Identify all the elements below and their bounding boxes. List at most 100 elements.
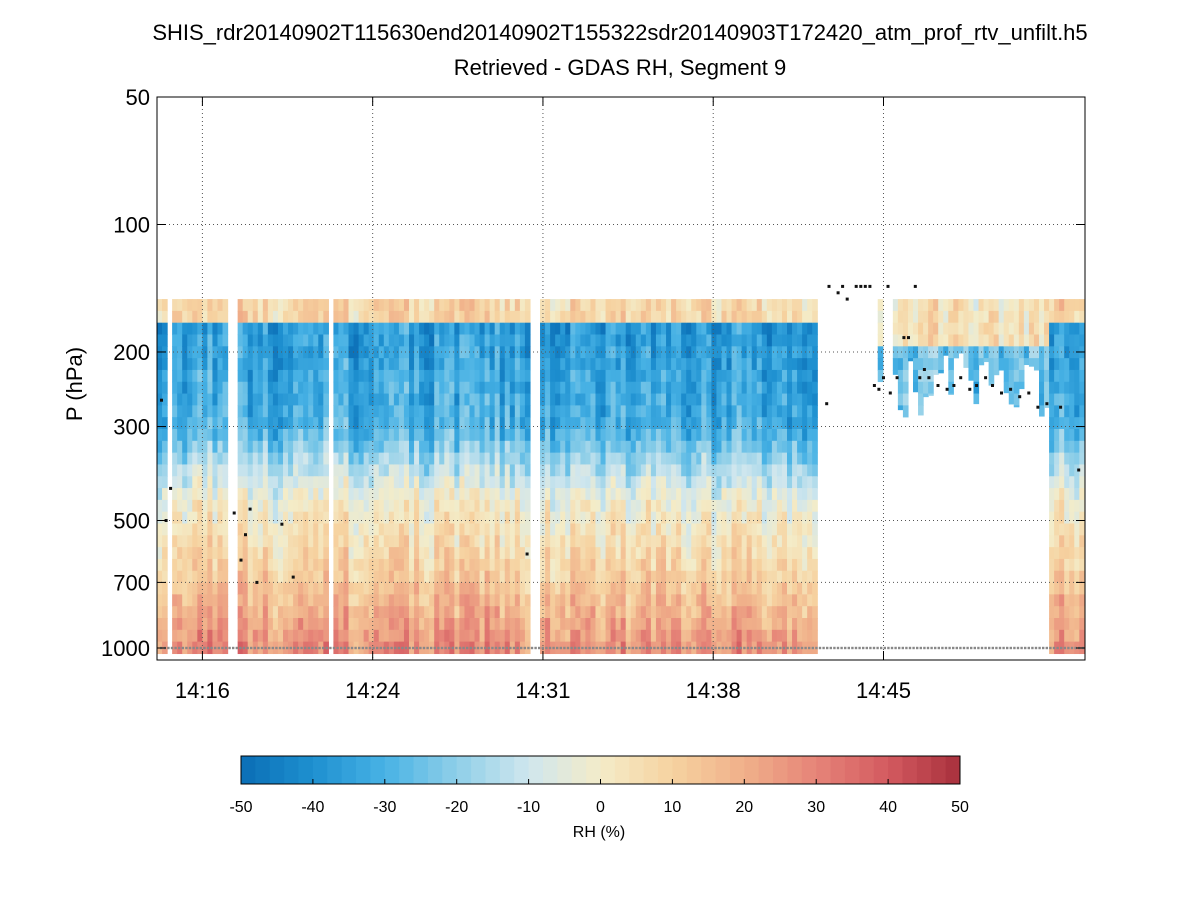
heatmap-cell bbox=[509, 535, 516, 548]
heatmap-cell bbox=[625, 452, 632, 466]
heatmap-cell bbox=[504, 452, 511, 466]
heatmap-cell bbox=[207, 464, 214, 477]
heatmap-cell bbox=[172, 499, 178, 513]
heatmap-cell bbox=[454, 299, 460, 312]
heatmap-cell bbox=[595, 570, 602, 584]
heatmap-cell bbox=[640, 629, 647, 643]
heatmap-cell bbox=[182, 440, 188, 454]
heatmap-cell bbox=[464, 452, 471, 466]
heatmap-cell bbox=[393, 381, 400, 395]
heatmap-cell bbox=[792, 499, 798, 513]
heatmap-cell bbox=[222, 452, 229, 466]
heatmap-cell bbox=[252, 440, 259, 454]
heatmap-cell bbox=[434, 499, 440, 513]
heatmap-cell bbox=[177, 511, 183, 525]
heatmap-cell bbox=[378, 393, 385, 406]
heatmap-cell bbox=[943, 310, 949, 324]
surface-marker bbox=[300, 646, 303, 650]
heatmap-cell bbox=[313, 346, 319, 359]
heatmap-cell bbox=[736, 629, 743, 643]
heatmap-cell bbox=[509, 346, 516, 359]
heatmap-cell bbox=[403, 405, 410, 418]
heatmap-cell bbox=[1049, 476, 1055, 489]
heatmap-cell bbox=[565, 393, 571, 406]
surface-marker bbox=[545, 646, 548, 650]
heatmap-cell bbox=[726, 381, 733, 395]
heatmap-cell bbox=[1013, 358, 1020, 371]
surface-marker bbox=[660, 646, 663, 650]
heatmap-cell bbox=[655, 464, 662, 477]
heatmap-cell bbox=[781, 393, 788, 406]
heatmap-cell bbox=[504, 440, 511, 454]
heatmap-cell bbox=[353, 570, 360, 584]
heatmap-cell bbox=[383, 547, 390, 560]
heatmap-cell bbox=[781, 464, 788, 477]
heatmap-cell bbox=[797, 558, 803, 572]
heatmap-cell bbox=[1064, 558, 1070, 572]
heatmap-cell bbox=[812, 381, 818, 395]
heatmap-cell bbox=[877, 334, 884, 347]
heatmap-cell bbox=[540, 464, 546, 477]
heatmap-cell bbox=[247, 417, 254, 430]
heatmap-cell bbox=[655, 594, 662, 607]
surface-marker bbox=[322, 646, 325, 650]
heatmap-cell bbox=[545, 346, 551, 359]
heatmap-cell bbox=[560, 570, 566, 584]
surface-marker bbox=[354, 646, 357, 650]
surface-marker bbox=[782, 646, 786, 650]
heatmap-cell bbox=[398, 594, 405, 607]
surface-marker bbox=[314, 646, 318, 650]
heatmap-cell bbox=[353, 629, 360, 643]
heatmap-cell bbox=[701, 429, 707, 442]
heatmap-cell bbox=[771, 452, 778, 466]
heatmap-cell bbox=[283, 558, 289, 572]
heatmap-cell bbox=[781, 558, 788, 572]
heatmap-cell bbox=[645, 358, 652, 371]
heatmap-cell bbox=[973, 322, 980, 336]
heatmap-cell bbox=[792, 429, 798, 442]
heatmap-cell bbox=[459, 582, 466, 595]
heatmap-cell bbox=[293, 570, 299, 584]
heatmap-cell bbox=[293, 499, 299, 513]
colorbar-swatch bbox=[916, 756, 932, 784]
heatmap-cell bbox=[550, 558, 556, 572]
heatmap-cell bbox=[580, 310, 586, 324]
heatmap-cell bbox=[449, 523, 455, 536]
heatmap-cell bbox=[409, 440, 415, 454]
heatmap-cell bbox=[792, 358, 798, 371]
heatmap-cell bbox=[711, 535, 718, 548]
heatmap-cell bbox=[247, 606, 254, 619]
heatmap-cell bbox=[519, 405, 526, 418]
heatmap-cell bbox=[706, 334, 712, 347]
heatmap-cell bbox=[197, 629, 203, 643]
heatmap-cell bbox=[424, 618, 430, 631]
heatmap-cell bbox=[560, 417, 566, 430]
heatmap-cell bbox=[439, 629, 445, 643]
heatmap-cell bbox=[439, 346, 445, 359]
heatmap-cell bbox=[661, 405, 667, 418]
heatmap-cell bbox=[429, 582, 435, 595]
heatmap-cell bbox=[1049, 606, 1055, 619]
heatmap-cell bbox=[696, 429, 702, 442]
heatmap-cell bbox=[761, 346, 768, 359]
heatmap-cell bbox=[469, 429, 476, 442]
heatmap-cell bbox=[610, 547, 617, 560]
heatmap-cell bbox=[615, 594, 622, 607]
heatmap-cell bbox=[343, 405, 350, 418]
heatmap-cell bbox=[630, 452, 637, 466]
marker-point bbox=[888, 391, 892, 395]
heatmap-cell bbox=[907, 334, 914, 347]
heatmap-cell bbox=[625, 606, 632, 619]
heatmap-cell bbox=[650, 405, 657, 418]
heatmap-cell bbox=[162, 440, 168, 454]
heatmap-cell bbox=[308, 629, 314, 643]
surface-marker bbox=[185, 646, 188, 650]
heatmap-cell bbox=[409, 488, 415, 501]
heatmap-cell bbox=[157, 381, 163, 395]
heatmap-cell bbox=[928, 310, 934, 324]
heatmap-cell bbox=[620, 334, 627, 347]
surface-marker bbox=[487, 646, 490, 650]
heatmap-cell bbox=[696, 440, 702, 454]
heatmap-cell bbox=[630, 511, 637, 525]
heatmap-cell bbox=[1054, 582, 1060, 595]
